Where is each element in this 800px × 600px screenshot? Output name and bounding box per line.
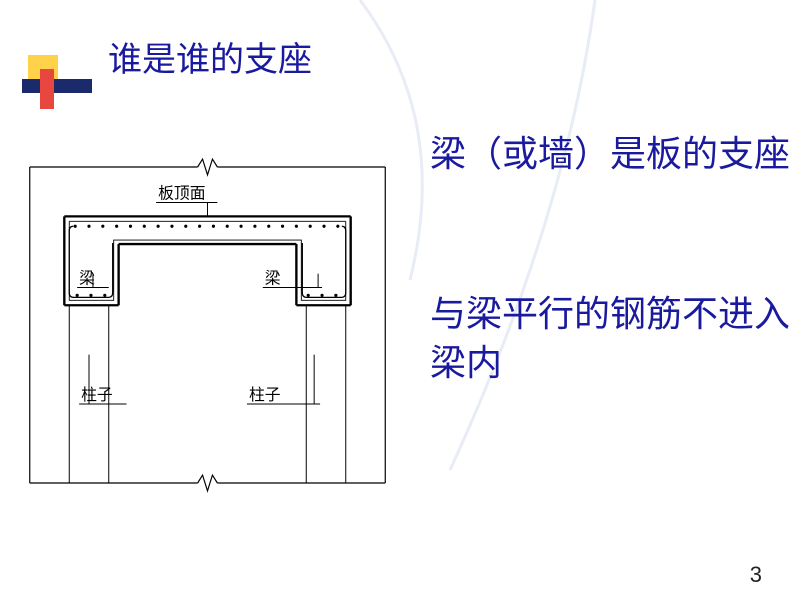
- label-beam-right: 梁: [265, 270, 281, 288]
- corner-decoration-icon: [22, 55, 92, 115]
- label-column-right: 柱子: [249, 386, 281, 404]
- text-block-1: 梁（或墙）是板的支座: [430, 130, 790, 179]
- page-number: 3: [750, 562, 762, 588]
- slide-title: 谁是谁的支座: [108, 32, 312, 81]
- structural-diagram: 板顶面 梁 梁 柱子 柱子: [10, 145, 405, 505]
- text-block-2: 与梁平行的钢筋不进入梁内: [430, 290, 790, 387]
- label-slab-top: 板顶面: [158, 185, 205, 203]
- slide: 谁是谁的支座: [0, 0, 800, 600]
- label-column-left: 柱子: [81, 386, 113, 404]
